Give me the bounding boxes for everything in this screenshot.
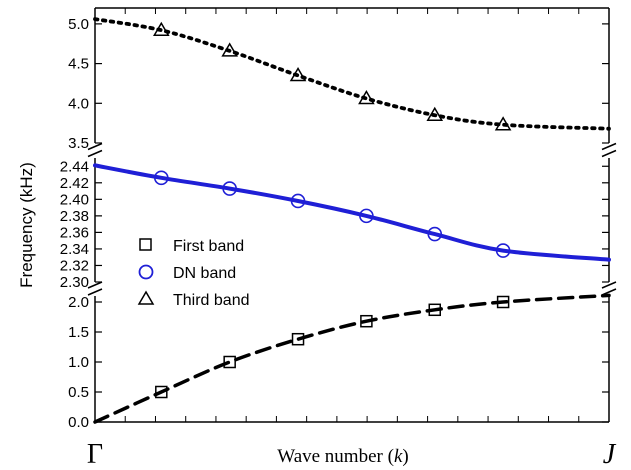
series-1-circle-marker <box>290 193 306 209</box>
series-1-circle-marker <box>154 170 169 186</box>
y-tick-label: 1.5 <box>68 324 89 341</box>
legend-label-dn-band: DN band <box>173 265 236 282</box>
band-markers <box>153 21 512 399</box>
series-1-circle-marker <box>359 208 374 224</box>
y-tick-label: 4.5 <box>68 56 89 73</box>
x-axis-label-prefix: Wave number ( <box>277 446 394 467</box>
x-tick-label-j: J <box>603 439 617 470</box>
series-0-square-marker <box>496 295 510 309</box>
axis-ticks: 3.5 4.0 4.5 5.0 2.302.322.342.362.382.402.42… <box>60 8 609 431</box>
legend-marker-triangle <box>137 290 155 305</box>
y-tick-label: 2.42 <box>60 175 89 192</box>
y-tick-label: 0.5 <box>68 384 89 401</box>
x-axis-label-suffix: ) <box>402 446 408 467</box>
y-tick-label: 2.30 <box>60 274 89 291</box>
y-tick-label: 4.0 <box>68 95 89 112</box>
band-curves <box>93 17 611 424</box>
series-1-circle-marker <box>427 226 443 242</box>
axis-break-slash <box>87 142 103 151</box>
series-2-triangle-marker <box>221 42 238 57</box>
y-tick-label: 2.34 <box>60 241 89 258</box>
x-axis-label: Wave number (k) <box>277 446 408 467</box>
series-1-circle-marker <box>495 243 511 258</box>
legend-marker-circle <box>138 264 154 280</box>
axis-break-slash <box>87 149 103 158</box>
axis-break-slash <box>87 281 103 289</box>
series-0-square-marker <box>291 332 305 346</box>
series-2-triangle-marker <box>153 21 170 36</box>
axis-break-slash <box>601 142 617 151</box>
y-tick-label: 2.44 <box>60 158 89 175</box>
legend-label-first-band: First band <box>173 238 244 255</box>
series-0-square-marker <box>155 385 168 399</box>
y-axis-label: Frequency (kHz) <box>17 162 36 288</box>
series-0-square-marker <box>428 303 442 317</box>
axis-break-slash <box>601 149 617 158</box>
y-tick-label: 1.0 <box>68 354 89 371</box>
series-line-0 <box>93 293 611 424</box>
legend-label-third-band: Third band <box>173 292 250 309</box>
legend-marker-square <box>139 238 152 251</box>
y-tick-label: 2.32 <box>60 257 89 274</box>
y-tick-label: 3.5 <box>68 135 89 152</box>
axis-break-marks <box>87 142 617 296</box>
axis-break-slash <box>601 288 617 296</box>
series-2-triangle-marker <box>426 106 444 121</box>
plot-frame <box>94 7 610 423</box>
series-2-triangle-marker <box>358 90 375 105</box>
y-tick-label: 2.36 <box>60 224 89 241</box>
axis-break-slash <box>87 288 103 296</box>
series-2-triangle-marker <box>494 116 512 131</box>
x-axis-label-variable: k <box>394 446 403 467</box>
series-line-2 <box>93 17 611 131</box>
x-tick-label-gamma: Γ <box>87 439 103 470</box>
y-tick-label: 2.0 <box>68 294 89 311</box>
axis-break-slash <box>601 281 617 289</box>
series-line-1 <box>93 163 611 262</box>
series-1-circle-marker <box>222 181 237 196</box>
y-tick-label: 2.40 <box>60 191 89 208</box>
legend: First band DN band Third band <box>137 238 250 309</box>
y-tick-label: 5.0 <box>68 16 89 33</box>
y-tick-label: 2.38 <box>60 208 89 225</box>
series-2-triangle-marker <box>289 67 307 82</box>
series-0-square-marker <box>360 314 373 328</box>
series-0-square-marker <box>223 355 236 369</box>
y-tick-label: 0.0 <box>68 414 89 431</box>
